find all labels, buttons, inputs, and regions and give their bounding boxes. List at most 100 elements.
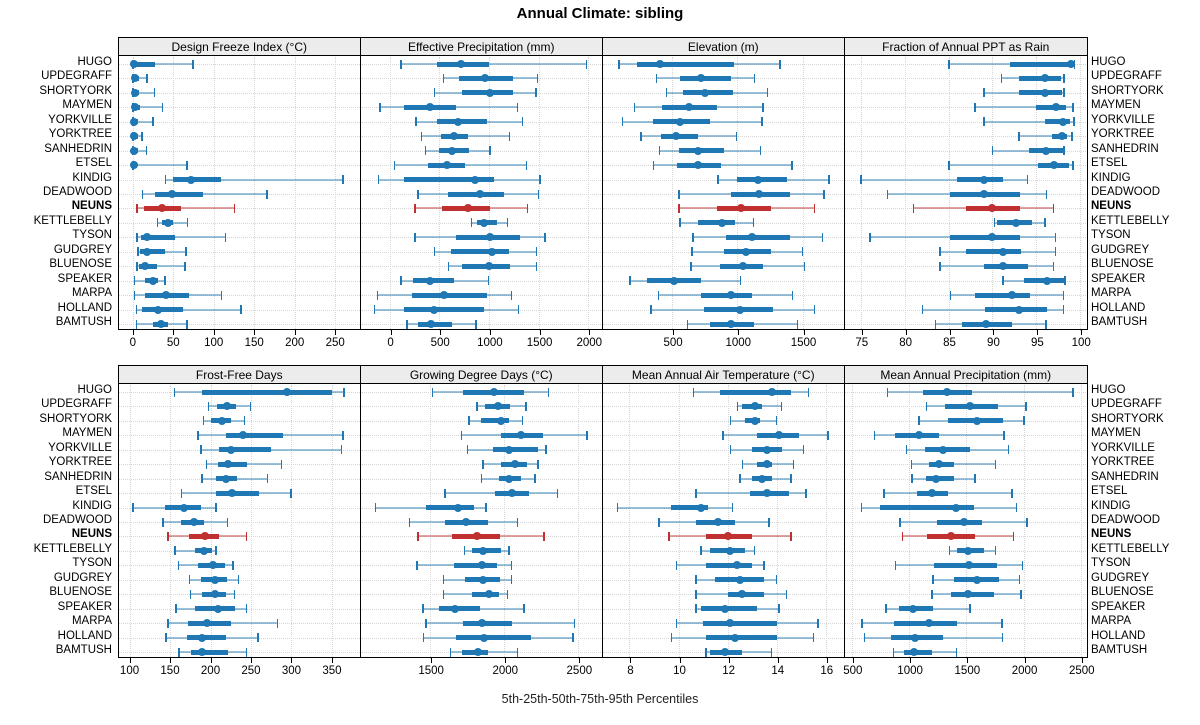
whisker-cap-right bbox=[768, 517, 770, 527]
whisker-cap-right bbox=[802, 445, 805, 455]
median-dot bbox=[723, 532, 732, 541]
iqr-box bbox=[480, 418, 509, 424]
site-label-right: DEADWOOD bbox=[1091, 186, 1160, 198]
whisker-cap-left bbox=[729, 445, 732, 455]
panel-growing-degree-days-c: Growing Degree Days (°C) bbox=[360, 365, 603, 659]
whisker-cap-right bbox=[1023, 416, 1025, 426]
whisker-cap-right bbox=[821, 232, 824, 242]
whisker-cap-right bbox=[506, 589, 509, 599]
whisker-cap-right bbox=[1063, 146, 1065, 156]
median-dot bbox=[226, 445, 235, 454]
gridline-h bbox=[119, 165, 360, 167]
site-label-left: YORKVILLE bbox=[48, 113, 112, 126]
site-label-right: GUDGREY bbox=[1091, 243, 1150, 256]
iqr-box bbox=[727, 591, 765, 597]
median-dot bbox=[909, 648, 918, 656]
site-label-left: SANHEDRIN bbox=[44, 142, 112, 155]
iqr-box bbox=[1018, 90, 1062, 96]
median-dot bbox=[496, 416, 505, 425]
whisker-cap-left bbox=[136, 232, 138, 242]
iqr-box bbox=[218, 447, 272, 453]
site-label-left: HOLLAND bbox=[57, 629, 112, 642]
site-label-right: KETTLEBELLY bbox=[1091, 214, 1170, 227]
gridline-h bbox=[602, 594, 843, 596]
axis-tick-label: 8 bbox=[627, 665, 634, 677]
site-label-right: SANHEDRIN bbox=[1091, 470, 1159, 483]
median-dot bbox=[484, 590, 493, 599]
axis-tick bbox=[777, 658, 779, 663]
gridline-h bbox=[119, 536, 360, 538]
site-label-left: UPDEGRAFF bbox=[41, 70, 112, 83]
iqr-box bbox=[705, 562, 753, 568]
panel-fraction-of-annual-ppt-as-rain: Fraction of Annual PPT as Rain bbox=[845, 37, 1088, 331]
site-label-right: KINDIG bbox=[1091, 171, 1131, 184]
whisker-cap-left bbox=[948, 546, 951, 556]
whisker-line bbox=[132, 164, 188, 167]
whisker-cap-left bbox=[136, 261, 138, 271]
panel-title: Mean Annual Air Temperature (°C) bbox=[631, 368, 815, 382]
whisker-cap-left bbox=[886, 189, 889, 199]
axis-tick-label: 100 bbox=[1071, 337, 1091, 349]
iqr-box bbox=[154, 191, 204, 197]
panel-plot bbox=[360, 385, 601, 659]
gridline-h bbox=[845, 493, 1086, 495]
median-dot bbox=[462, 518, 471, 526]
site-label-left: KINDIG bbox=[72, 171, 112, 184]
median-dot bbox=[507, 489, 516, 498]
whisker-cap-right bbox=[233, 589, 236, 599]
whisker-cap-left bbox=[691, 247, 693, 257]
whisker-cap-left bbox=[178, 647, 180, 657]
whisker-cap-right bbox=[1001, 618, 1003, 628]
axis-tick bbox=[335, 330, 337, 335]
iqr-box bbox=[703, 620, 777, 626]
axis-tick-label: 200 bbox=[200, 665, 221, 677]
whisker-cap-right bbox=[545, 445, 547, 455]
iqr-box bbox=[705, 635, 777, 641]
whisker-cap-right bbox=[215, 503, 217, 513]
axis-tick bbox=[213, 330, 215, 335]
iqr-box bbox=[1010, 61, 1074, 67]
whisker-cap-left bbox=[658, 517, 660, 527]
median-dot bbox=[161, 291, 170, 300]
median-dot bbox=[210, 575, 219, 584]
whisker-cap-right bbox=[146, 73, 148, 83]
axis-tick-label: 2500 bbox=[1069, 665, 1095, 677]
whisker-cap-left bbox=[616, 503, 619, 513]
median-dot bbox=[426, 276, 435, 285]
whisker-cap-left bbox=[417, 531, 419, 541]
iqr-box bbox=[447, 191, 504, 197]
whisker-cap-right bbox=[955, 647, 958, 657]
gridline-h bbox=[119, 222, 360, 224]
gridline-h bbox=[602, 478, 843, 480]
gridline-h bbox=[602, 449, 843, 451]
whisker-cap-right bbox=[232, 560, 234, 570]
whisker-line bbox=[132, 77, 148, 80]
site-label-left: YORKVILLE bbox=[48, 441, 112, 454]
whisker-cap-right bbox=[164, 276, 166, 286]
whisker-cap-left bbox=[433, 247, 436, 257]
gridline-h bbox=[602, 136, 843, 138]
median-dot bbox=[713, 518, 722, 526]
axis-tick bbox=[852, 658, 854, 663]
median-dot bbox=[227, 489, 236, 498]
whisker-cap-left bbox=[948, 59, 950, 69]
whisker-cap-left bbox=[741, 459, 744, 469]
axis-tick-label: 85 bbox=[943, 337, 956, 349]
iqr-box bbox=[142, 307, 183, 313]
site-label-right: SANHEDRIN bbox=[1091, 142, 1159, 155]
whisker-cap-left bbox=[640, 131, 642, 141]
median-dot bbox=[1041, 74, 1050, 83]
whisker-cap-right bbox=[1063, 73, 1065, 83]
whisker-cap-right bbox=[790, 531, 792, 541]
whisker-cap-left bbox=[657, 290, 660, 300]
iqr-box bbox=[140, 249, 166, 255]
median-dot bbox=[130, 161, 139, 170]
whisker-cap-left bbox=[722, 430, 724, 440]
gridline-h bbox=[360, 464, 601, 466]
site-label-right: MARPA bbox=[1091, 615, 1132, 628]
axis-tick bbox=[1081, 330, 1083, 335]
gridline-h bbox=[845, 637, 1086, 639]
whisker-line bbox=[136, 236, 226, 239]
axis-tick bbox=[291, 658, 293, 663]
median-dot bbox=[447, 146, 456, 155]
